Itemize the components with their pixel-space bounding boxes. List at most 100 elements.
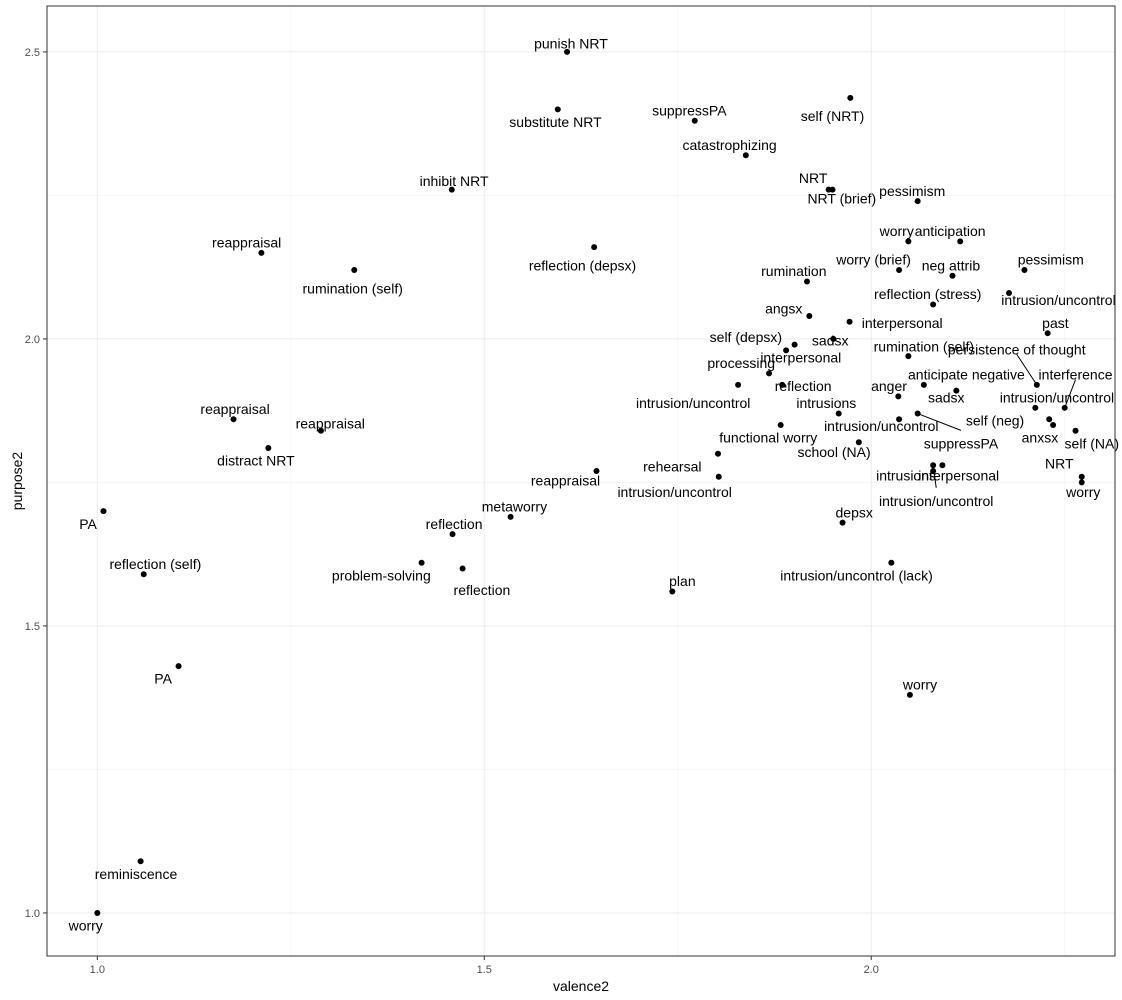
data-point — [459, 565, 466, 572]
data-point — [846, 318, 853, 325]
data-point — [1078, 473, 1085, 480]
data-point — [714, 450, 721, 457]
data-point — [939, 462, 946, 469]
data-point — [591, 244, 598, 251]
point-label: anger — [871, 378, 907, 394]
data-point — [949, 272, 956, 279]
data-point — [507, 513, 514, 520]
point-label: interpersonal — [760, 349, 841, 365]
data-point — [448, 186, 455, 193]
point-label: intrusion/uncontrol — [617, 484, 731, 500]
point-label: reflection — [426, 516, 483, 532]
point-label: intrusion/uncontrol — [824, 418, 938, 434]
point-label: suppressPA — [652, 102, 727, 118]
data-point — [806, 312, 813, 319]
y-tick-label: 2.0 — [25, 334, 40, 346]
data-point — [830, 335, 837, 342]
point-label: intrusions — [796, 395, 856, 411]
point-label: reappraisal — [531, 473, 600, 489]
point-label: worry — [879, 223, 914, 239]
minor-grid — [47, 6, 1115, 956]
point-label: interpersonal — [918, 468, 999, 484]
point-label: intrusion/uncontrol — [1000, 389, 1114, 405]
point-label: NRT — [1045, 455, 1074, 471]
point-label: neg attrib — [922, 257, 981, 273]
point-label: anxsx — [1022, 430, 1059, 446]
point-label: intrusion/uncontrol — [1001, 292, 1115, 308]
point-label: past — [1042, 315, 1069, 331]
data-point — [1046, 416, 1053, 423]
data-point — [957, 238, 964, 245]
point-label: NRT (brief) — [807, 190, 876, 206]
point-label: processing — [707, 355, 775, 371]
label-leader-line — [1064, 379, 1076, 408]
data-point — [839, 519, 846, 526]
data-point — [1078, 479, 1085, 486]
data-point — [1033, 381, 1040, 388]
data-point — [742, 152, 749, 159]
point-label: intrusion/uncontrol (lack) — [780, 567, 933, 583]
data-point — [669, 588, 676, 595]
point-label: pessimism — [879, 183, 945, 199]
point-label: distract NRT — [217, 453, 295, 469]
data-point — [777, 422, 784, 429]
data-point — [895, 393, 902, 400]
data-point — [803, 278, 810, 285]
data-point — [715, 473, 722, 480]
data-point — [94, 909, 101, 916]
point-label: metaworry — [482, 499, 547, 515]
data-point — [1005, 290, 1012, 297]
point-label: substitute NRT — [509, 114, 602, 130]
data-point — [593, 467, 600, 474]
data-point — [779, 381, 786, 388]
data-point — [1072, 427, 1079, 434]
point-label: intrusions — [876, 468, 936, 484]
point-label: self (neg) — [966, 412, 1024, 428]
point-label: reflection (self) — [109, 556, 201, 572]
point-label: self (depsx) — [710, 329, 782, 345]
data-point — [914, 198, 921, 205]
point-label: reflection — [454, 582, 511, 598]
point-label: worry — [68, 918, 103, 934]
data-point — [855, 439, 862, 446]
point-labels: punish NRT substitute NRT suppressPA self (… — [68, 35, 1119, 933]
x-axis-title: valence2 — [553, 978, 609, 994]
point-label: NRT — [799, 170, 828, 186]
data-point — [554, 106, 561, 113]
point-label: interference — [1039, 367, 1113, 383]
data-point — [1044, 330, 1051, 337]
data-point — [888, 559, 895, 566]
data-point — [1061, 404, 1068, 411]
y-tick-label: 1.0 — [25, 908, 40, 920]
data-point — [564, 48, 571, 55]
point-label: angsx — [765, 301, 802, 317]
data-point — [914, 410, 921, 417]
data-point — [829, 186, 836, 193]
point-label: rumination — [761, 263, 826, 279]
x-axis-ticks: 1.0 1.5 2.0 — [90, 956, 879, 976]
point-label: worry — [902, 676, 937, 692]
point-label: functional worry — [719, 430, 817, 446]
plot-background — [47, 6, 1115, 956]
y-axis-title: purpose2 — [9, 452, 25, 511]
y-axis-ticks: 1.0 1.5 2.0 2.5 — [25, 47, 47, 920]
data-point — [691, 117, 698, 124]
data-point — [905, 238, 912, 245]
data-point — [449, 531, 456, 538]
data-point — [930, 301, 937, 308]
point-label: inhibit NRT — [420, 173, 489, 189]
point-label: anticipation — [915, 223, 986, 239]
data-point — [905, 353, 912, 360]
point-label: catastrophizing — [683, 137, 777, 153]
point-label: worry — [1065, 484, 1100, 500]
x-tick-label: 2.0 — [864, 964, 879, 976]
label-leader-lines — [917, 353, 1076, 488]
point-label: reflection (depsx) — [529, 257, 636, 273]
major-grid — [47, 6, 1115, 956]
data-point — [175, 663, 182, 670]
point-label: reflection — [775, 378, 832, 394]
point-label: anticipate negative — [908, 367, 1025, 383]
point-label: intrusion/uncontrol — [636, 395, 750, 411]
data-point — [896, 267, 903, 274]
